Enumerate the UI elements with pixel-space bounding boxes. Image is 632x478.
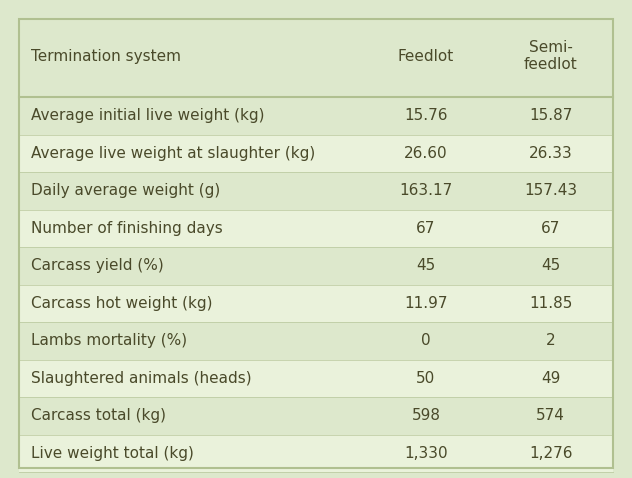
Bar <box>489 322 613 359</box>
Bar <box>19 285 363 322</box>
Text: Daily average weight (g): Daily average weight (g) <box>31 184 220 198</box>
Bar <box>19 97 363 135</box>
Text: 157.43: 157.43 <box>524 184 577 198</box>
Text: 1,276: 1,276 <box>529 446 573 461</box>
Text: 598: 598 <box>411 409 441 424</box>
Bar <box>19 172 363 210</box>
Text: Live weight total (kg): Live weight total (kg) <box>31 446 194 461</box>
Text: 26.33: 26.33 <box>529 146 573 161</box>
Text: 49: 49 <box>541 371 561 386</box>
Bar <box>363 97 489 135</box>
Bar <box>489 210 613 247</box>
Bar <box>489 135 613 172</box>
Text: Average live weight at slaughter (kg): Average live weight at slaughter (kg) <box>31 146 315 161</box>
Bar <box>19 135 363 172</box>
Bar <box>489 19 613 93</box>
Text: 45: 45 <box>416 259 435 273</box>
Text: Carcass total (kg): Carcass total (kg) <box>31 409 166 424</box>
Bar <box>489 247 613 285</box>
Bar <box>363 172 489 210</box>
Bar <box>19 359 363 397</box>
Bar <box>19 322 363 359</box>
Bar <box>363 359 489 397</box>
Text: Termination system: Termination system <box>31 49 181 64</box>
Text: 574: 574 <box>536 409 565 424</box>
Bar <box>489 435 613 472</box>
Bar <box>19 210 363 247</box>
Text: 67: 67 <box>416 221 435 236</box>
Bar <box>489 172 613 210</box>
Bar <box>489 359 613 397</box>
Text: Lambs mortality (%): Lambs mortality (%) <box>31 334 187 348</box>
Bar <box>489 397 613 435</box>
Bar <box>19 19 363 93</box>
Text: 15.76: 15.76 <box>404 109 447 123</box>
Bar <box>19 397 363 435</box>
Text: Semi-
feedlot: Semi- feedlot <box>524 40 578 72</box>
Bar <box>363 135 489 172</box>
Bar <box>363 247 489 285</box>
Text: 0: 0 <box>421 334 431 348</box>
Bar <box>363 210 489 247</box>
Text: 67: 67 <box>541 221 561 236</box>
Text: 163.17: 163.17 <box>399 184 453 198</box>
Text: 11.85: 11.85 <box>529 296 573 311</box>
Text: 11.97: 11.97 <box>404 296 447 311</box>
Bar <box>489 285 613 322</box>
Text: Slaughtered animals (heads): Slaughtered animals (heads) <box>31 371 252 386</box>
Text: Carcass yield (%): Carcass yield (%) <box>31 259 164 273</box>
Bar <box>363 435 489 472</box>
Bar <box>363 397 489 435</box>
Text: Feedlot: Feedlot <box>398 49 454 64</box>
Text: Number of finishing days: Number of finishing days <box>31 221 222 236</box>
Bar <box>489 97 613 135</box>
Bar <box>363 285 489 322</box>
Text: 45: 45 <box>541 259 561 273</box>
Text: Average initial live weight (kg): Average initial live weight (kg) <box>31 109 264 123</box>
Text: 50: 50 <box>416 371 435 386</box>
Text: 1,330: 1,330 <box>404 446 447 461</box>
Bar <box>363 19 489 93</box>
Text: 26.60: 26.60 <box>404 146 447 161</box>
Text: 15.87: 15.87 <box>529 109 573 123</box>
Bar <box>363 322 489 359</box>
Bar <box>19 435 363 472</box>
Text: 2: 2 <box>546 334 556 348</box>
Text: Carcass hot weight (kg): Carcass hot weight (kg) <box>31 296 212 311</box>
Bar <box>19 247 363 285</box>
